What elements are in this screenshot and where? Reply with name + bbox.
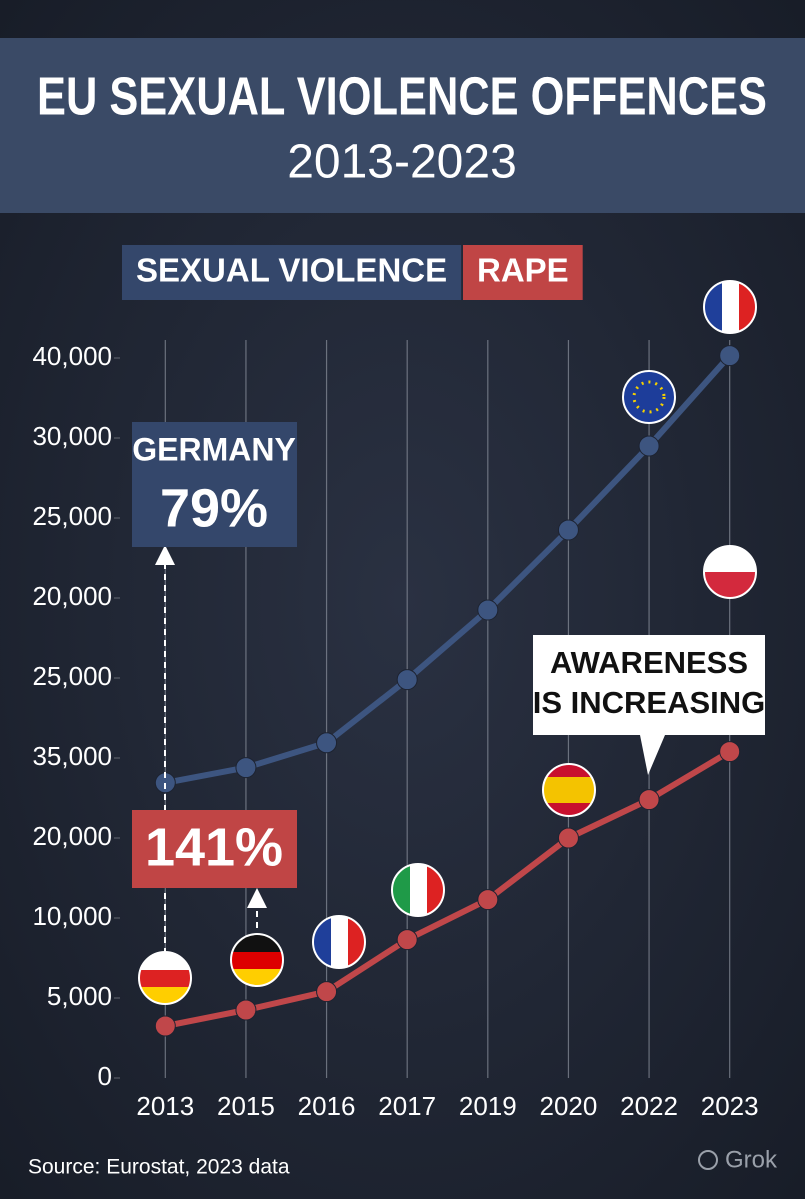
data-point [719,345,741,367]
flag-france [312,915,366,969]
annotation: 141% [145,817,283,877]
x-tick-label: 2013 [136,1091,194,1121]
y-tick-label: 25,000 [32,501,112,531]
x-tick-label: 2022 [620,1091,678,1121]
data-point [477,599,499,621]
data-point [316,981,338,1003]
y-tick-label: 0 [98,1061,112,1091]
rape-box [132,810,297,888]
data-point [557,827,579,849]
annotation: IS INCREASING [533,685,766,720]
data-point [235,999,257,1021]
data-point [316,732,338,754]
y-tick-label: 30,000 [32,421,112,451]
y-tick-label: 40,000 [32,341,112,371]
flag-poland [703,545,757,599]
series-line [164,749,732,1029]
annotations: GERMANY 79% 141% AWARENESS IS INCREASING [132,422,765,965]
annotation: 79% [160,478,268,538]
x-tick-label: 2017 [378,1091,436,1121]
legend-entry: SEXUAL VIOLENCE [122,245,462,300]
flag-poland-germany [138,951,192,1005]
data-point [638,435,660,457]
germany-box [132,422,297,547]
y-tick-label: 35,000 [32,741,112,771]
y-tick-label: 5,000 [47,981,112,1011]
y-tick-label: 20,000 [32,821,112,851]
source: Source: Eurostat, 2023 data [28,1156,290,1179]
chart-subtitle: 2013-2023 [287,136,517,189]
y-tick-label: 10,000 [32,901,112,931]
legend-label: SEXUAL VIOLENCE [136,252,447,289]
flag-italy [391,863,445,917]
flags [138,280,757,1005]
data-point [557,519,579,541]
legend-entry: RAPE [463,245,583,300]
x-tick-label: 2023 [701,1091,759,1121]
legend-box [122,245,462,300]
flag-eu [622,370,676,424]
chart-title: EU SEXUAL VIOLENCE OFFENCES [37,66,767,126]
callout [533,635,765,775]
watermark: Grok [725,1146,778,1173]
x-tick-label: 2015 [217,1091,275,1121]
legend-box [463,245,583,300]
annotation: AWARENESS [550,645,748,680]
flag-spain [542,763,596,817]
data-point [396,929,418,951]
legend-label: RAPE [477,252,569,289]
annotation: GERMANY [132,431,296,467]
watermark-icon [698,1150,718,1170]
data-point [396,669,418,691]
x-tick-label: 2020 [540,1091,598,1121]
data-point [638,789,660,811]
header-band [0,38,805,213]
plot-area: 2013 2015 2016 2017 2019 2020 2022 2023 0 5,000 10… [32,245,759,1121]
y-tick-label: 20,000 [32,581,112,611]
data-point [477,889,499,911]
series-line [164,353,732,786]
data-point [719,741,741,763]
y-tick-label: 25,000 [32,661,112,691]
x-tick-label: 2016 [298,1091,356,1121]
data-point [235,757,257,779]
flag-germany [230,933,284,987]
x-tick-label: 2019 [459,1091,517,1121]
data-point [154,1015,176,1037]
flag-france [703,280,757,334]
